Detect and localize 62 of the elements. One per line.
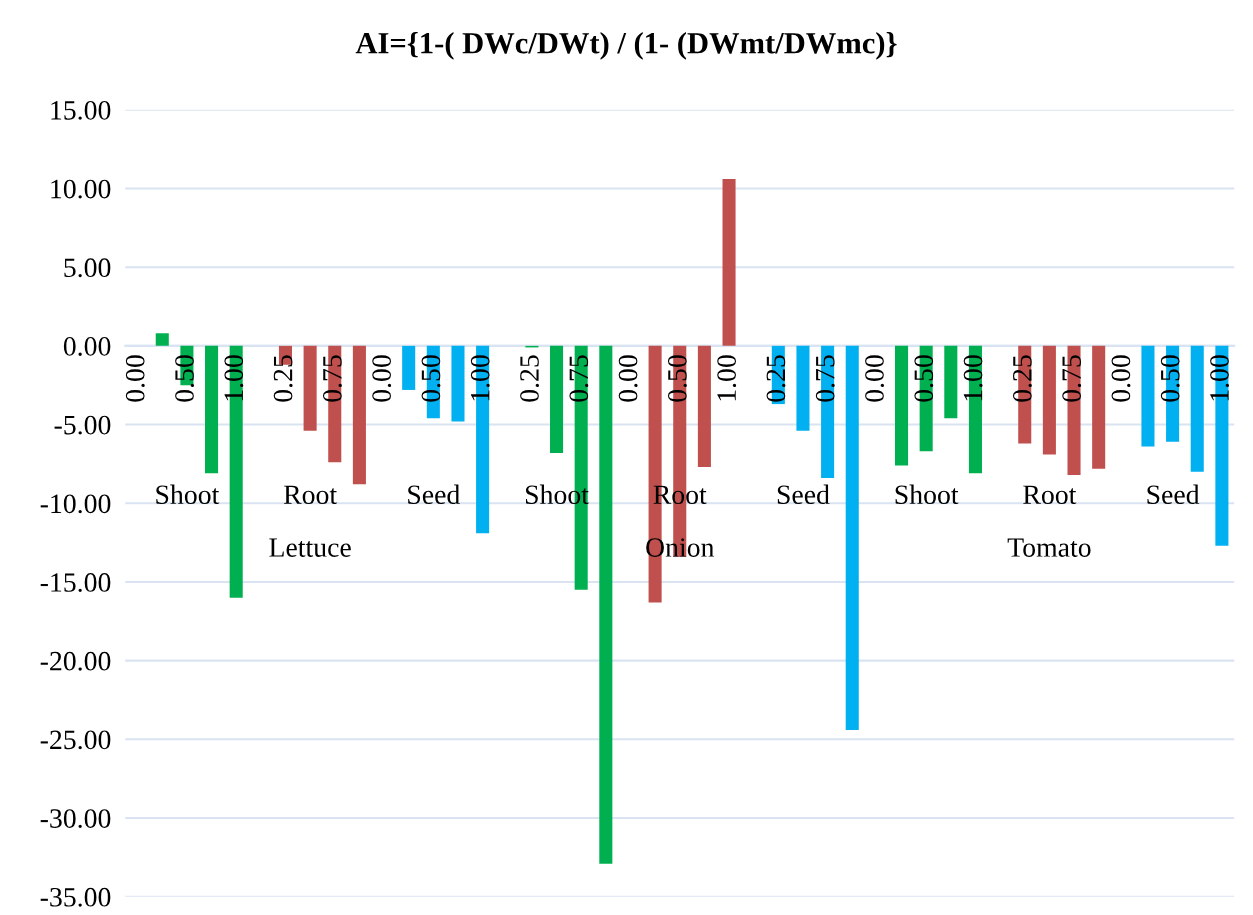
- x-tick-label: 0.25: [766, 355, 786, 402]
- y-tick-label: -5.00: [54, 415, 111, 435]
- annotation: Lettuce: [269, 538, 351, 557]
- x-tick-label: 0.25: [273, 355, 293, 402]
- bar: [1190, 345, 1204, 472]
- x-tick-label: 0.50: [1160, 355, 1180, 402]
- bar: [451, 345, 465, 422]
- bar: [1092, 345, 1106, 469]
- bar: [155, 333, 169, 346]
- x-tick-label: 0.00: [865, 355, 884, 402]
- bar: [697, 345, 711, 468]
- y-tick-label: -10.00: [40, 494, 111, 514]
- x-tick-label: 0.00: [1111, 355, 1131, 402]
- annotation: Shoot: [156, 484, 220, 505]
- y-tick-label: -25.00: [40, 730, 111, 750]
- x-tick-label: 1.00: [224, 355, 244, 401]
- x-tick-label: 0.00: [372, 355, 392, 402]
- annotation: Seed: [777, 484, 830, 505]
- x-tick-label: 0.50: [175, 355, 194, 402]
- y-tick-label: -20.00: [40, 651, 111, 671]
- y-tick-label: -15.00: [40, 573, 111, 592]
- bar: [599, 345, 613, 864]
- annotation: Root: [283, 485, 337, 505]
- annotation: Root: [1023, 485, 1077, 505]
- y-tick-label: -35.00: [40, 887, 111, 907]
- bar: [944, 345, 958, 419]
- x-tick-label: 0.75: [1062, 355, 1082, 402]
- x-tick-label: 0.00: [125, 355, 145, 402]
- x-tick-label: 0.75: [815, 355, 835, 402]
- x-tick-label: 0.75: [569, 355, 589, 402]
- annotation: Seed: [408, 484, 460, 505]
- x-tick-label: 0.25: [520, 355, 539, 402]
- x-tick-label: 1.00: [470, 355, 490, 401]
- x-tick-label: 1.00: [963, 355, 983, 401]
- y-tick-label: 5.00: [64, 258, 111, 278]
- y-tick-label: 0.00: [63, 337, 111, 356]
- bar: [205, 345, 219, 474]
- x-tick-label: 1.00: [1210, 355, 1229, 401]
- x-tick-label: 0.50: [667, 355, 687, 402]
- bar: [796, 345, 810, 431]
- bar: [1141, 345, 1155, 447]
- x-tick-label: 0.50: [914, 355, 934, 402]
- bar: [402, 345, 416, 390]
- bar: [722, 179, 736, 346]
- bar: [895, 345, 909, 466]
- annotation: Seed: [1147, 484, 1200, 505]
- bar: [1042, 345, 1056, 455]
- annotation: Shoot: [895, 484, 959, 505]
- x-tick-label: 0.75: [322, 355, 342, 402]
- x-tick-label: 1.00: [717, 355, 737, 401]
- chart-title: AI={1-( DWc/DWt) / (1- (DWmt/DWmc)}: [355, 32, 897, 60]
- x-tick-label: 0.25: [1012, 355, 1032, 402]
- y-tick-label: -30.00: [40, 809, 111, 829]
- annotation: Tomato: [1007, 538, 1091, 557]
- bar: [303, 345, 317, 431]
- y-tick-label: 15.00: [51, 100, 111, 120]
- y-tick-label: 10.00: [51, 179, 111, 199]
- bar: [845, 345, 859, 730]
- bar: [352, 345, 366, 485]
- x-tick-label: 0.50: [421, 355, 441, 402]
- bar: [550, 345, 564, 453]
- x-tick-label: 0.00: [618, 355, 638, 402]
